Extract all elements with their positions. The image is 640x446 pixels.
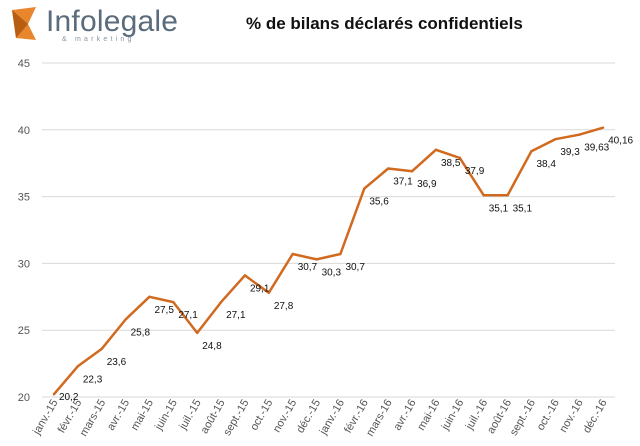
data-label: 20,2 — [59, 392, 79, 403]
x-tick-label: juin-16 — [439, 398, 466, 433]
data-label: 38,4 — [536, 159, 556, 170]
logo-brand: Infolegale — [46, 5, 179, 38]
data-point — [554, 137, 557, 141]
x-tick-label: juin-15 — [153, 398, 180, 433]
x-tick-label: mai-15 — [129, 398, 156, 433]
data-label: 23,6 — [107, 357, 127, 368]
x-tick-label: mai-16 — [415, 398, 442, 433]
data-label: 35,1 — [513, 203, 533, 214]
data-point — [577, 133, 581, 136]
data-label: 39,3 — [560, 147, 580, 158]
data-point — [482, 194, 485, 197]
data-label: 37,9 — [465, 166, 485, 177]
data-label: 22,3 — [83, 374, 103, 385]
series-line-path — [52, 126, 604, 396]
data-label: 39,63 — [584, 143, 609, 154]
data-label: 35,6 — [369, 197, 389, 208]
data-label: 36,9 — [417, 179, 437, 190]
data-point — [363, 187, 366, 190]
data-label: 30,3 — [322, 267, 342, 278]
data-point — [339, 252, 342, 256]
x-tick-label: avr.-15 — [105, 398, 132, 433]
y-tick-label: 35 — [18, 192, 30, 204]
logo-tagline: & marketing — [62, 36, 135, 43]
data-label: 27,1 — [226, 310, 246, 321]
data-label: 27,1 — [178, 310, 198, 321]
data-point — [243, 274, 247, 277]
data-label: 27,5 — [154, 305, 174, 316]
y-tick-label: 20 — [18, 392, 30, 404]
data-point — [148, 295, 151, 298]
data-point — [315, 258, 318, 261]
data-point — [195, 331, 199, 335]
data-point — [530, 149, 533, 153]
y-tick-label: 25 — [18, 325, 30, 337]
data-labels: 20,2 22,3 23,6 25,8 27,5 27,1 24,8 27,1 29,1 27,8… — [59, 136, 634, 403]
data-point — [100, 347, 103, 351]
y-tick-label: 40 — [18, 125, 30, 137]
data-label: 37,1 — [393, 177, 413, 188]
series-line — [52, 126, 605, 396]
y-tick-label: 45 — [18, 58, 30, 70]
gridlines — [42, 62, 615, 398]
data-point — [219, 300, 223, 304]
data-point — [601, 126, 605, 129]
y-tick-label: 30 — [18, 258, 30, 270]
data-point — [506, 194, 509, 197]
data-point — [267, 291, 271, 294]
data-label: 35,1 — [489, 203, 509, 214]
data-label: 25,8 — [131, 328, 151, 339]
data-label: 38,5 — [441, 158, 461, 169]
data-point — [434, 148, 438, 152]
x-tick-label: déc.-16 — [581, 398, 610, 436]
x-axis-ticks: janv.-15févr.-15mars-15avr.-15mai-15juin… — [30, 398, 609, 439]
data-point — [124, 318, 127, 321]
y-axis-ticks: 20 25 30 35 40 45 — [18, 58, 30, 404]
data-label: 40,16 — [608, 136, 633, 147]
data-label: 29,1 — [250, 283, 270, 294]
data-point — [458, 156, 462, 160]
logo-mark-icon — [12, 7, 36, 40]
data-point — [291, 252, 294, 256]
x-tick-label: avr.-16 — [391, 398, 418, 433]
logo: Infolegale & marketing — [6, 4, 216, 48]
data-point — [410, 170, 414, 173]
data-point — [76, 365, 80, 368]
chart-title: % de bilans déclarés confidentiels — [246, 14, 523, 33]
data-point — [386, 167, 390, 170]
data-label: 30,7 — [298, 262, 318, 273]
x-tick-label: janv.-15 — [30, 398, 60, 438]
data-label: 30,7 — [345, 262, 365, 273]
data-point — [172, 300, 175, 304]
data-point — [52, 393, 56, 396]
data-label: 27,8 — [274, 301, 294, 312]
data-label: 24,8 — [202, 341, 222, 352]
